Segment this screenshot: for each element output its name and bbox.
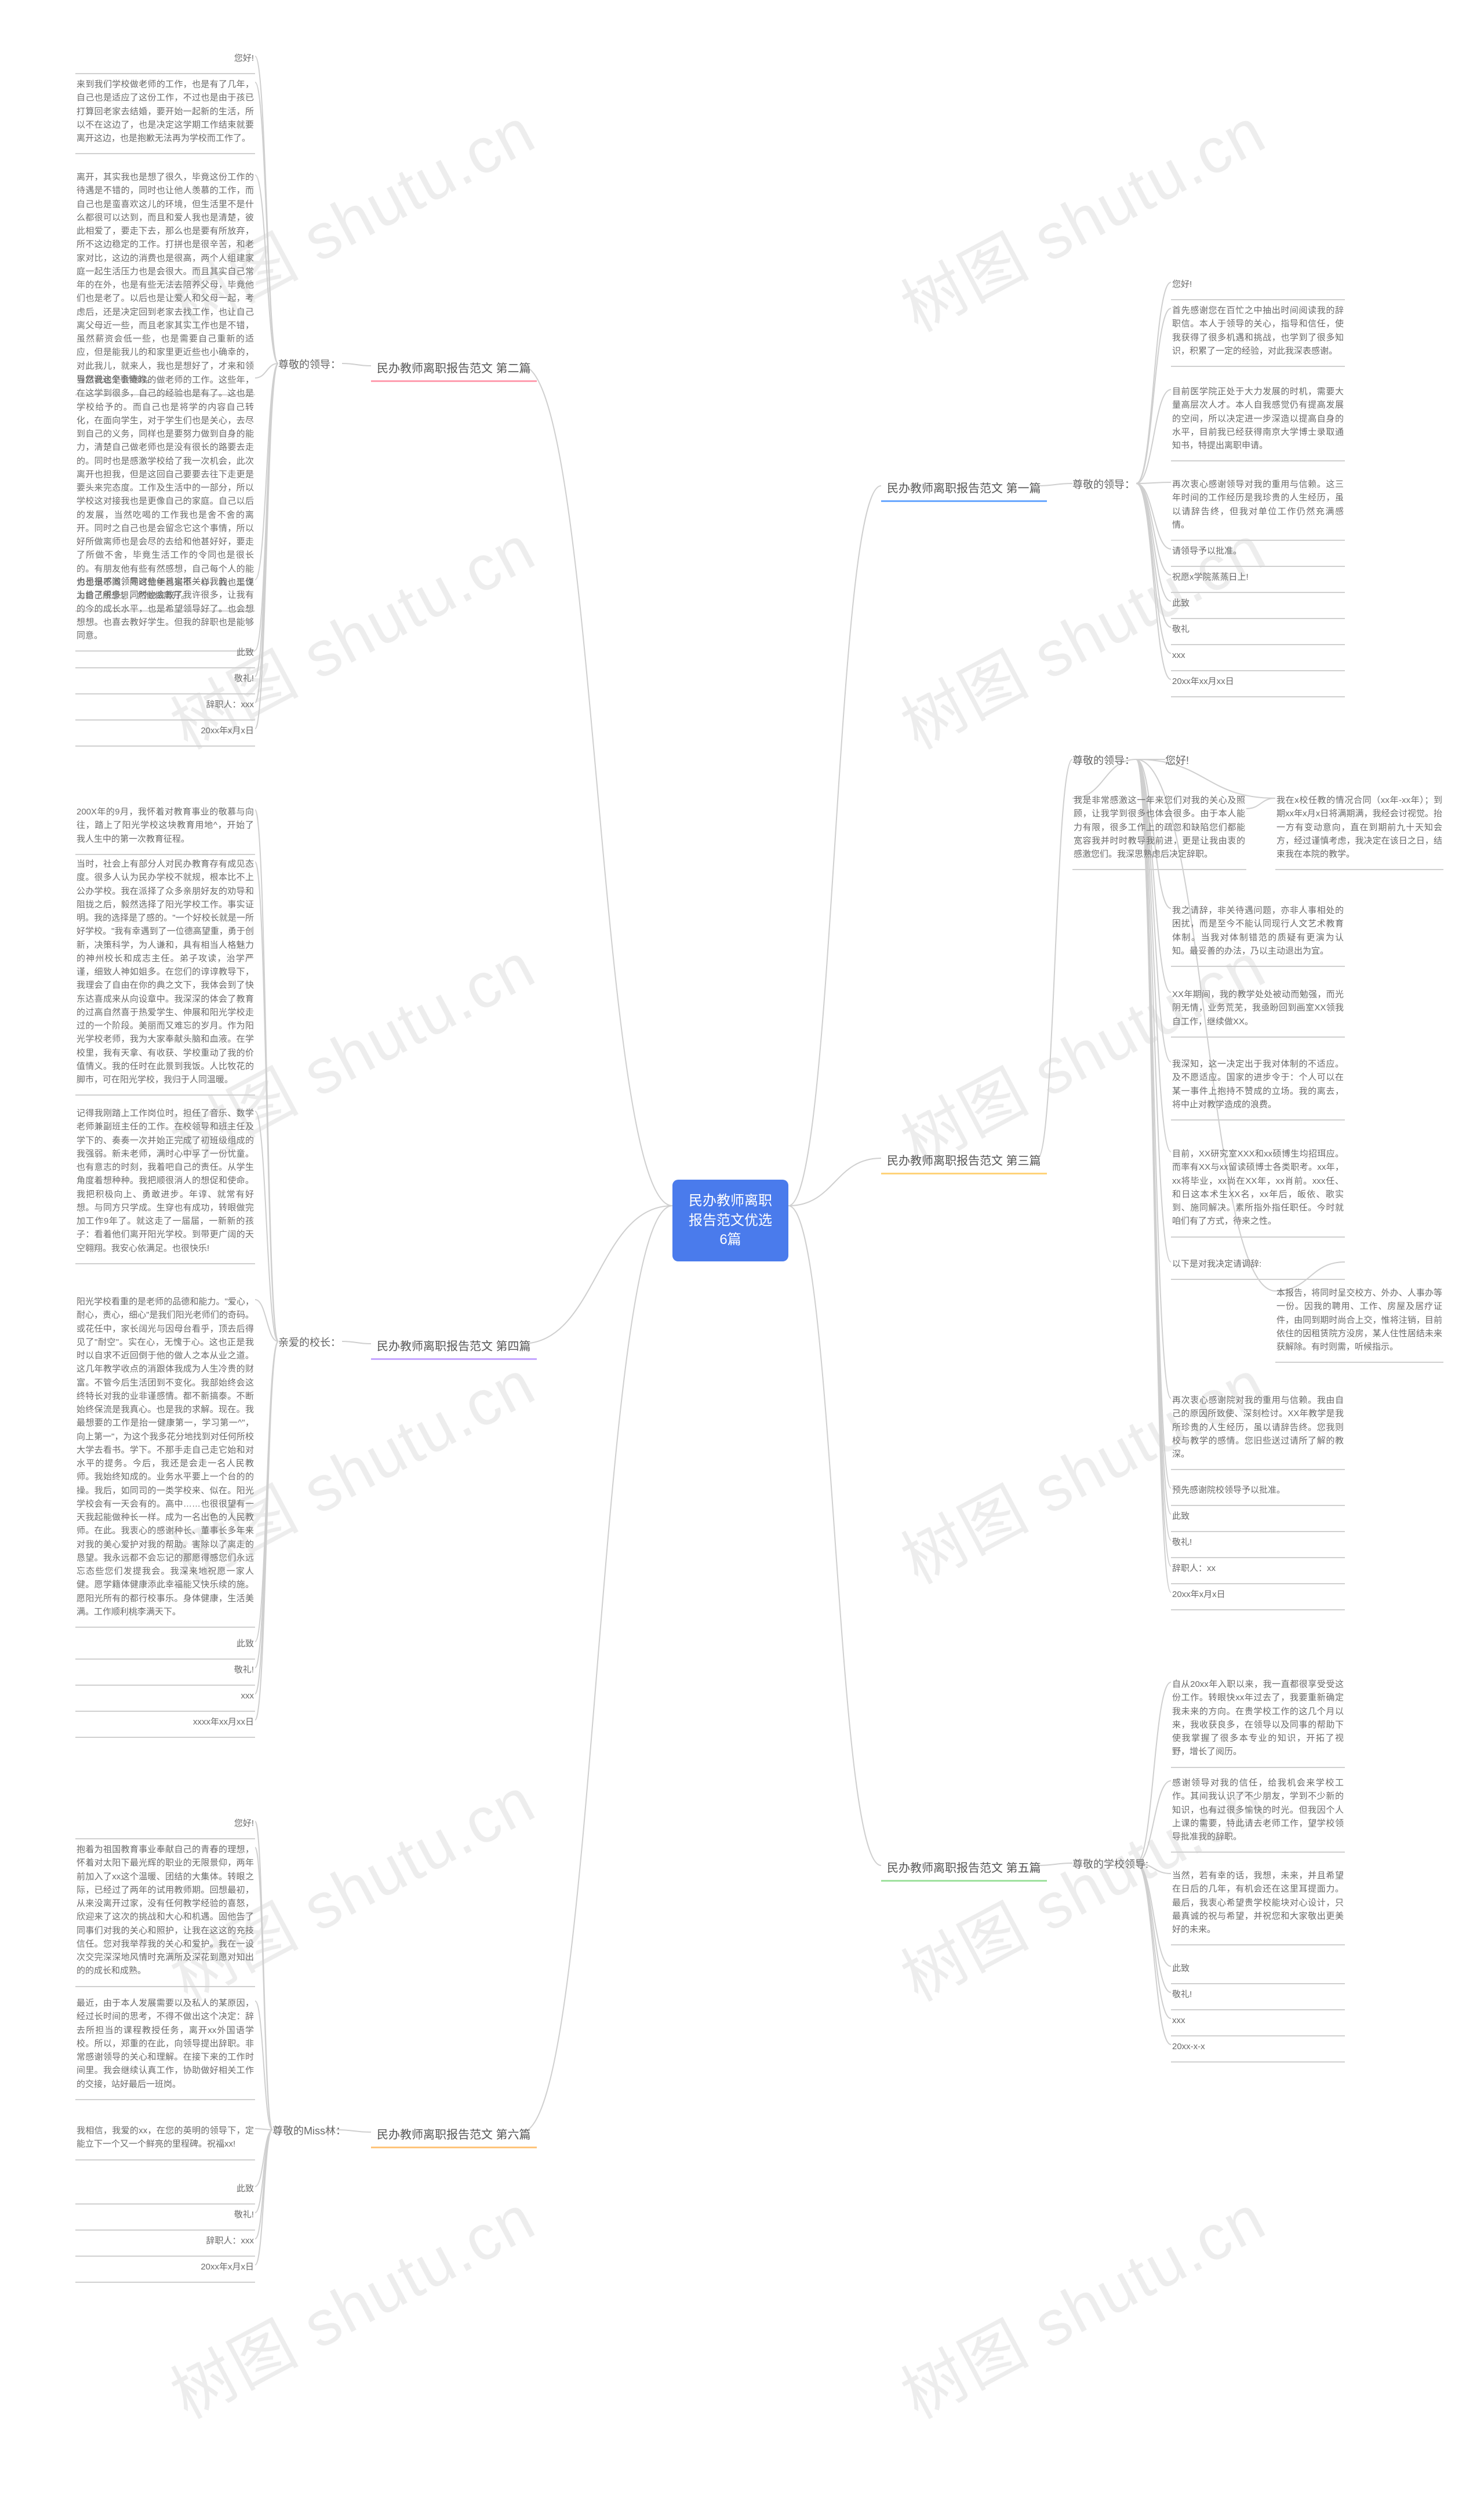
leaf-text: 当然，若有幸的话，我想，未来，并且希望在日后的几年，有机会还在这里耳提面力。最后… [1171,1867,1345,1945]
leaf-text: 最近，由于本人发展需要以及私人的某原因，经过长时间的思考，不得不做出这个决定：辞… [75,1994,255,2100]
leaf-text: xxx [1171,646,1345,671]
leaf-text: 此致 [1171,1507,1345,1532]
leaf-text: 20xx年x月x日 [75,2258,255,2283]
leaf-text: 此致 [75,643,255,668]
leaf-text: 当时，社会上有部分人对民办教育存有成见态度。很多人认为民办学校不就规，根本比不上… [75,855,255,1096]
leaf-text: 辞职人：xxx [75,696,255,721]
leaf-text: 也是很感激领导这些年其实挺关心我的，工作上给了很多，同时也会教了我许很多，让我有… [75,573,255,652]
sub-label: 尊敬的领导： [1072,477,1135,492]
leaf-text: 本报告，将同时呈交校方、外办、人事办等一份。因我的聘用、工作、房屋及居疗证件，由… [1275,1284,1443,1363]
leaf-text: 目前医学院正处于大力发展的时机，需要大量高层次人才。本人自我感觉仍有提高发展的空… [1171,383,1345,461]
center-node[interactable]: 民办教师离职报告范文优选6篇 [672,1180,788,1261]
leaf-text: 敬礼! [75,670,255,694]
leaf-text: 我之请辞，非关待遇问题，亦非人事相处的困扰，而是至今不能认同现行人文艺术教育体制… [1171,901,1345,967]
mindmap-canvas: 树图 shutu.cn树图 shutu.cn树图 shutu.cn树图 shut… [0,0,1484,2517]
leaf-text: 辞职人：xx [1171,1559,1345,1584]
leaf-text: 自从20xx年入职以来，我一直都很享受受这份工作。转眼快xx年过去了，我要重新确… [1171,1675,1345,1768]
leaf-text: 记得我刚踏上工作岗位时，担任了音乐、数学老师兼副班主任的工作。在校领导和班主任及… [75,1104,255,1264]
leaf-text: 敬礼 [1171,620,1345,645]
leaf-text: 我深知，这一决定出于我对体制的不适应。及不愿适应。国家的进步令于：个人可以在某一… [1171,1055,1345,1121]
article-title[interactable]: 民办教师离职报告范文 第六篇 [371,2122,537,2148]
leaf-text: 感谢领导对我的信任，给我机会来学校工作。其间我认识了不少朋友，学到不少新的知识，… [1171,1774,1345,1853]
leaf-text: 敬礼! [1171,1533,1345,1558]
leaf-text: 阳光学校看重的是老师的品德和能力。"爱心，耐心，责心，细心"是我们阳光老师们的奇… [75,1293,255,1628]
leaf-text: 来到我们学校做老师的工作，也是有了几年，自己也是适应了这份工作，不过也是由于孩已… [75,75,255,154]
leaf-text: 此致 [75,1635,255,1660]
sub-label: 尊敬的领导： [278,357,341,372]
leaf-text: 首先感谢您在百忙之中抽出时间阅读我的辞职信。本人于领导的关心，指导和信任，使我获… [1171,301,1345,367]
leaf-text: 敬礼! [1171,1985,1345,2010]
leaf-text: XX年期间，我的教学处处被动而勉强，而光阴无情，业务荒芜，我亟盼回到画室XX领我… [1171,985,1345,1038]
leaf-text: 敬礼! [75,2206,255,2231]
leaf-text: 预先感谢院校领导予以批准。 [1171,1481,1345,1506]
watermark: 树图 shutu.cn [883,2167,1279,2436]
leaf-text: 抱着为祖国教育事业奉献自己的青春的理想，怀着对太阳下最光辉的职业的无限景仰，两年… [75,1841,255,1987]
leaf-text: 目前，XX研究室XXX和xx硕博生均招珥应。而率有XX与xx留读硕博士各类职考。… [1171,1145,1345,1238]
sub-label: 您好! [1165,752,1189,768]
leaf-text: 此致 [1171,1959,1345,1984]
article-title[interactable]: 民办教师离职报告范文 第一篇 [881,475,1047,502]
leaf-text: xxx [1171,2012,1345,2036]
leaf-text: 请领导予以批准。 [1171,542,1345,567]
leaf-text: 辞职人：xxx [75,2232,255,2257]
leaf-text: 我在x校任教的情况合同（xx年-xx年）；到期xx年x月x日将满期满，我经会讨视… [1275,791,1443,870]
leaf-text: 您好! [1171,275,1345,300]
leaf-text: 您好! [75,49,255,74]
article-title[interactable]: 民办教师离职报告范文 第三篇 [881,1148,1047,1174]
leaf-text: 祝愿x学院蒸蒸日上! [1171,568,1345,593]
sub-label: 尊敬的Miss林： [272,2123,346,2138]
sub-label: 尊敬的学校领导: [1072,1856,1148,1871]
leaf-text: 200X年的9月，我怀着对教育事业的敬慕与向往，踏上了阳光学校这块教育用地^，开… [75,803,255,855]
leaf-text: 20xx年x月x日 [1171,1585,1345,1610]
leaf-text: 20xx年xx月xx日 [1171,672,1345,697]
sub-label: 亲爱的校长： [278,1334,341,1350]
article-title[interactable]: 民办教师离职报告范文 第四篇 [371,1333,537,1360]
leaf-text: 我相信，我爱的xx，在您的英明的领导下，定能立下一个又一个鲜亮的里程碑。祝福xx… [75,2122,255,2160]
leaf-text: xxxx年xx月xx日 [75,1713,255,1738]
leaf-text: 我是非常感激这一年来您们对我的关心及照顾，让我学到很多也体会很多。由于本人能力有… [1072,791,1246,870]
leaf-text: 敬礼! [75,1661,255,1686]
leaf-text: 此致 [75,2180,255,2205]
leaf-text: 离开，其实我也是想了很久，毕竟这份工作的待遇是不错的，同时也让他人羡慕的工作，而… [75,168,255,395]
leaf-text: xxx [75,1687,255,1712]
leaf-text: 20xx-x-x [1171,2038,1345,2063]
leaf-text: 以下是对我决定请调辞: [1171,1255,1345,1280]
leaf-text: 您好! [75,1814,255,1839]
sub-label: 尊敬的领导： [1072,752,1135,768]
leaf-text: 此致 [1171,594,1345,619]
leaf-text: 再次衷心感谢领导对我的重用与信赖。这三年时间的工作经历是我珍贵的人生经历，虽以请… [1171,475,1345,541]
article-title[interactable]: 民办教师离职报告范文 第二篇 [371,355,537,382]
leaf-text: 20xx年x月x日 [75,722,255,747]
leaf-text: 再次衷心感谢院对我的重用与信赖。我由自己的原因所致使、深刻检讨。XX年教学是我所… [1171,1391,1345,1470]
article-title[interactable]: 民办教师离职报告范文 第五篇 [881,1855,1047,1882]
